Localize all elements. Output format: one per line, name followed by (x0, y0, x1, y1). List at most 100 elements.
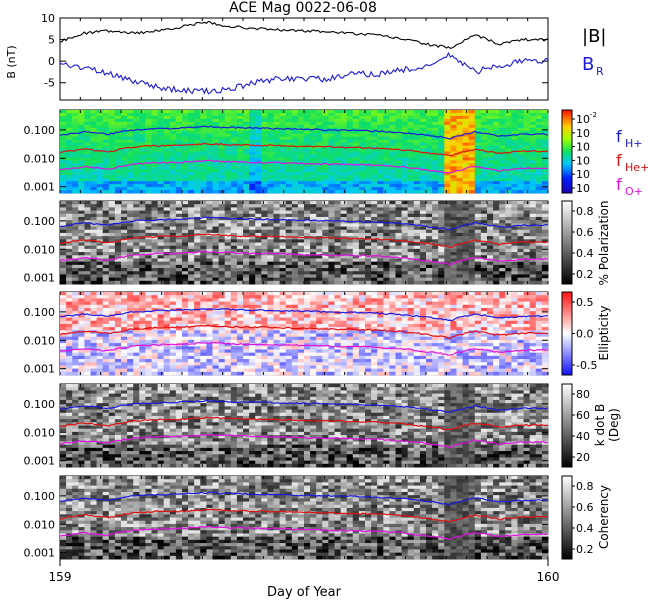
heatmap-cell (523, 142, 531, 146)
heatmap-cell (413, 133, 421, 138)
heatmap-cell (200, 277, 207, 282)
heatmap-cell (371, 121, 378, 126)
heatmap-cell (151, 258, 158, 263)
heatmap-cell (413, 232, 421, 237)
heatmap-cell (72, 252, 79, 256)
heatmap-cell (108, 145, 116, 149)
heatmap-cell (127, 210, 134, 215)
heatmap-cell (188, 355, 195, 360)
heatmap-cell (102, 323, 110, 328)
heatmap-cell (438, 139, 445, 143)
heatmap-cell (413, 236, 421, 240)
heatmap-cell (72, 327, 79, 331)
heatmap-cell (127, 304, 134, 309)
heatmap-cell (78, 232, 85, 237)
heatmap-cell (474, 121, 482, 126)
heatmap-cell (212, 229, 219, 234)
heatmap-cell (468, 268, 476, 272)
heatmap-cell (90, 368, 97, 373)
heatmap-cell (145, 172, 152, 176)
heatmap-cell (114, 264, 122, 269)
heatmap-cell (145, 292, 152, 296)
heatmap-cell (419, 112, 427, 117)
heatmap-cell (169, 207, 177, 211)
heatmap-cell (255, 145, 262, 149)
heatmap-cell (395, 112, 402, 117)
heatmap-cell (456, 210, 463, 215)
heatmap-cell (121, 277, 128, 282)
heatmap-cell (273, 154, 280, 158)
heatmap-cell (316, 115, 323, 120)
heatmap-cell (127, 292, 134, 296)
heatmap-cell (395, 242, 402, 247)
heatmap-cell (432, 210, 439, 215)
heatmap-cell (230, 184, 238, 188)
heatmap-cell (304, 245, 311, 250)
heatmap-cell (139, 277, 146, 282)
heatmap-cell (114, 304, 122, 309)
heatmap-cell (224, 213, 232, 218)
heatmap-cell (145, 298, 152, 302)
heatmap-cell (60, 333, 67, 338)
heatmap-cell (450, 216, 457, 221)
heatmap-cell (121, 169, 128, 173)
heatmap-cell (121, 115, 128, 120)
heatmap-cell (175, 327, 183, 331)
heatmap-cell (297, 142, 305, 146)
heatmap-cell (291, 184, 299, 188)
heatmap-cell (310, 148, 317, 152)
heatmap-cell (200, 292, 207, 296)
heatmap-cell (505, 115, 512, 120)
heatmap-cell (145, 327, 152, 331)
heatmap-cell (206, 216, 213, 221)
heatmap-cell (493, 160, 500, 164)
heatmap-cell (72, 216, 79, 221)
heatmap-cell (84, 160, 91, 164)
heatmap-cell (291, 118, 299, 123)
heatmap-cell (273, 204, 280, 208)
heatmap-cell (499, 232, 506, 237)
heatmap-cell (316, 258, 323, 263)
heatmap-cell (358, 124, 366, 129)
heatmap-cell (66, 239, 73, 243)
heatmap-cell (236, 239, 244, 243)
heatmap-cell (72, 339, 79, 344)
heatmap-cell (462, 154, 470, 158)
heatmap-cell (157, 204, 165, 208)
heatmap-cell (60, 172, 67, 176)
heatmap-cell (389, 163, 396, 167)
heatmap-cell (145, 184, 152, 188)
heatmap-cell (407, 133, 415, 138)
heatmap-cell (426, 121, 433, 126)
heatmap-cell (127, 201, 134, 205)
heatmap-cell (389, 181, 396, 185)
heatmap-cell (261, 145, 268, 149)
heatmap-cell (224, 226, 232, 231)
heatmap-cell (468, 151, 476, 155)
heatmap-cell (188, 118, 195, 123)
heatmap-cell (175, 118, 183, 123)
heatmap-cell (108, 136, 116, 141)
heatmap-cell (96, 110, 104, 114)
heatmap-cell (285, 166, 293, 170)
heatmap-cell (401, 280, 409, 285)
heatmap-cell (383, 204, 390, 208)
heatmap-cell (383, 142, 390, 146)
heatmap-cell (90, 118, 97, 123)
heatmap-cell (66, 115, 73, 120)
heatmap-cell (389, 169, 396, 173)
heatmap-cell (78, 327, 85, 331)
heatmap-cell (523, 175, 531, 179)
heatmap-cell (194, 301, 201, 306)
heatmap-cell (291, 264, 299, 269)
heatmap-cell (102, 371, 110, 376)
heatmap-cell (255, 226, 262, 231)
heatmap-cell (267, 201, 274, 205)
heatmap-cell (407, 229, 415, 234)
heatmap-cell (450, 172, 457, 176)
heatmap-cell (517, 245, 524, 250)
heatmap-cell (200, 346, 207, 350)
heatmap-cell (358, 139, 366, 143)
heatmap-cell (468, 172, 476, 176)
heatmap-cell (78, 229, 85, 234)
